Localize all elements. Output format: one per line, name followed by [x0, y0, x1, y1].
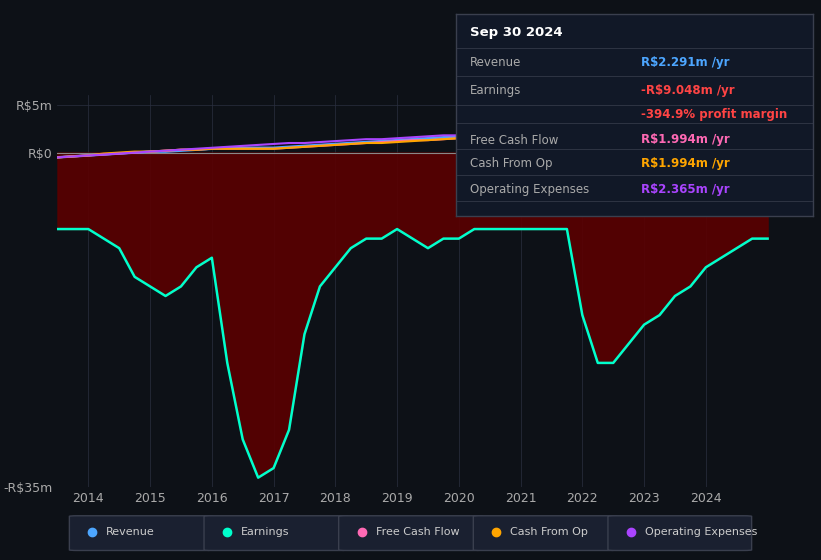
FancyBboxPatch shape [69, 516, 213, 550]
FancyBboxPatch shape [338, 516, 482, 550]
Text: Operating Expenses: Operating Expenses [645, 527, 757, 537]
Text: Revenue: Revenue [106, 527, 155, 537]
Text: Free Cash Flow: Free Cash Flow [470, 133, 558, 147]
Text: -394.9% profit margin: -394.9% profit margin [641, 108, 787, 122]
Text: R$2.291m /yr: R$2.291m /yr [641, 56, 730, 69]
Text: Earnings: Earnings [470, 84, 521, 97]
FancyBboxPatch shape [608, 516, 752, 550]
FancyBboxPatch shape [474, 516, 617, 550]
FancyBboxPatch shape [204, 516, 347, 550]
Text: Cash From Op: Cash From Op [470, 157, 553, 170]
Text: Revenue: Revenue [470, 56, 521, 69]
Text: Operating Expenses: Operating Expenses [470, 183, 589, 196]
Text: Cash From Op: Cash From Op [511, 527, 588, 537]
Text: R$1.994m /yr: R$1.994m /yr [641, 133, 730, 147]
Text: Free Cash Flow: Free Cash Flow [376, 527, 459, 537]
Text: R$1.994m /yr: R$1.994m /yr [641, 157, 730, 170]
Text: Sep 30 2024: Sep 30 2024 [470, 26, 562, 39]
Text: Earnings: Earnings [241, 527, 290, 537]
Text: R$2.365m /yr: R$2.365m /yr [641, 183, 730, 196]
Text: -R$9.048m /yr: -R$9.048m /yr [641, 84, 735, 97]
